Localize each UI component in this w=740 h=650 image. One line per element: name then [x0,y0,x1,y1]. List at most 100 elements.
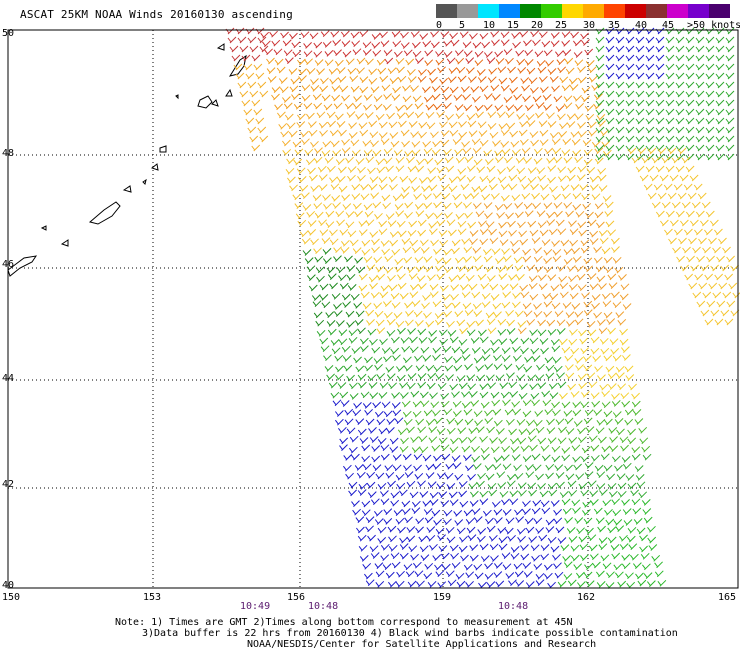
wind-barb [520,544,529,551]
wind-barb [357,174,366,182]
wind-barb [433,365,443,373]
wind-barb [509,283,519,290]
wind-barb [479,383,489,390]
wind-barb [472,463,482,470]
wind-barb [558,175,567,183]
wind-barb [517,437,527,445]
wind-barb [589,238,599,245]
wind-barb [347,174,356,182]
wind-barb [541,390,551,398]
wind-barb [519,238,529,246]
wind-barb [508,229,517,237]
wind-barb [716,300,726,308]
wind-barb [257,126,267,134]
wind-barb [607,526,617,534]
wind-barb [580,554,589,561]
legend-swatch [520,4,541,18]
wind-barb [446,536,456,544]
wind-barb [387,220,397,227]
wind-barb [557,113,566,121]
wind-barb [536,59,546,67]
wind-barb [637,579,647,587]
wind-barb [465,57,475,64]
wind-barb [574,357,584,364]
wind-barb [307,274,316,281]
wind-barb [570,130,580,138]
wind-barb [490,30,500,38]
wind-barb [310,140,319,148]
wind-barb [341,147,351,154]
wind-barb [279,86,289,94]
wind-barb [443,310,453,318]
wind-barb [393,312,403,319]
wind-barb [675,90,685,98]
wind-barb [534,147,543,155]
wind-barb [688,237,697,245]
wind-barb [497,318,507,326]
wind-barb [422,86,431,93]
pass-time-1: 10:49 [240,601,271,612]
wind-barb [542,399,552,407]
wind-barb [369,282,378,290]
wind-barb [231,54,241,62]
wind-barb [362,463,372,471]
wind-barb [429,491,439,499]
wind-barb [355,310,365,318]
wind-barb [291,93,300,100]
wind-barb [695,99,705,107]
legend-swatch [604,4,625,18]
wind-barb [406,480,416,488]
wind-barb [567,383,577,391]
wind-barb [611,291,620,299]
wind-barb [690,264,700,272]
wind-barb [628,383,637,391]
wind-barb [493,354,502,362]
wind-barb [625,144,635,152]
wind-barb [329,129,339,137]
wind-barb [577,165,587,173]
wind-barb [497,266,506,273]
wind-barb [464,265,474,273]
wind-barb [462,93,471,101]
wind-barb [641,499,651,506]
wind-barb [345,310,355,318]
wind-barb [665,90,675,98]
wind-barb [530,347,540,355]
wind-barb [566,527,576,534]
wind-barb [645,81,655,89]
wind-barb [527,435,537,443]
wind-barb [350,139,360,147]
wind-barb [526,318,536,326]
wind-barb [299,185,309,192]
wind-barb [380,138,390,145]
wind-barb [616,473,626,480]
island-outline [197,95,213,109]
wind-barb [449,383,459,391]
wind-barb [545,518,555,526]
wind-barb [547,176,556,184]
wind-barb [492,463,502,471]
wind-barb [527,482,537,490]
wind-barb [715,81,725,89]
wind-barb [686,255,695,263]
wind-barb [368,275,378,283]
wind-barb [257,81,267,89]
wind-barb [725,126,735,134]
wind-barb [645,27,655,35]
wind-barb [490,294,500,301]
wind-barb [344,408,354,416]
wind-barb [433,103,443,111]
wind-barb [550,500,560,507]
wind-barb [451,247,460,255]
wind-barb [622,303,632,310]
wind-barb [362,41,372,49]
wind-barb [472,147,482,154]
wind-barb [408,121,418,128]
wind-barb [478,220,487,228]
wind-barb [404,516,413,524]
wind-barb [705,27,715,35]
wind-barb [477,535,486,543]
wind-barb [555,472,565,479]
wind-barb [497,66,507,74]
wind-barb [444,266,453,274]
